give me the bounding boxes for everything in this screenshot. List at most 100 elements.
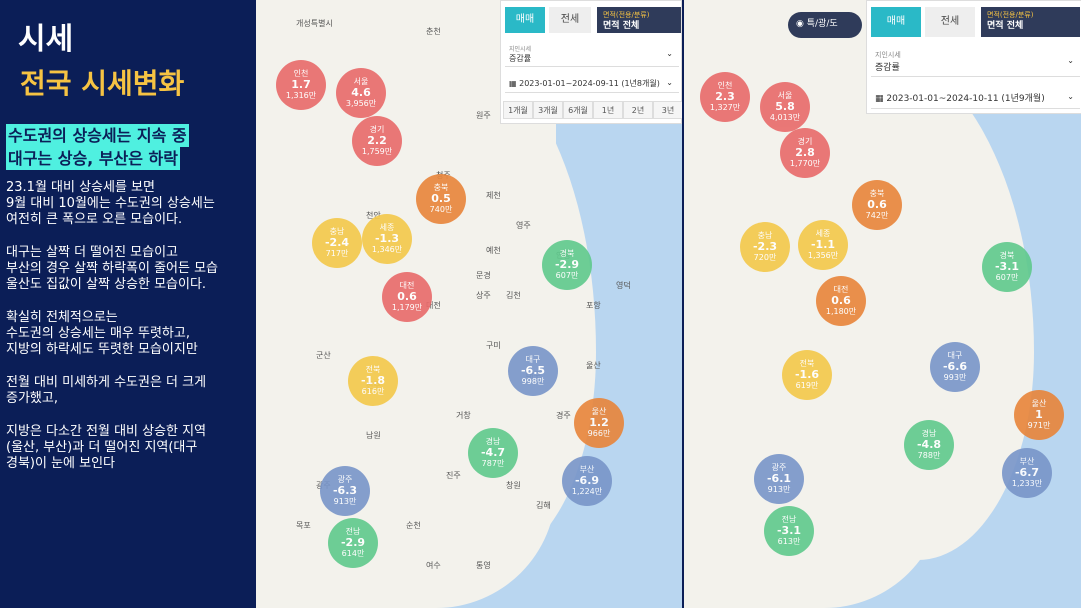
region-bubble-m1-6[interactable]: 대전 0.6 1,179만 bbox=[382, 272, 432, 322]
region-name: 울산 bbox=[1031, 399, 1047, 408]
highlight-line-2: 대구는 상승, 부산은 하락 bbox=[6, 147, 180, 170]
region-change-value: -1.6 bbox=[794, 368, 820, 381]
region-price: 3,956만 bbox=[345, 99, 377, 108]
date-range-select[interactable]: ▦ 2023-01-01~2024-10-11 (1년9개월) ⌄ bbox=[871, 85, 1080, 109]
region-bubble-m2-14[interactable]: 전남 -3.1 613만 bbox=[764, 506, 814, 556]
region-bubble-m1-11[interactable]: 경남 -4.7 787만 bbox=[468, 428, 518, 478]
region-change-value: -1.3 bbox=[374, 232, 400, 245]
region-bubble-m1-1[interactable]: 서울 4.6 3,956만 bbox=[336, 68, 386, 118]
region-name: 전북 bbox=[365, 365, 381, 374]
place-label: 개성특별시 bbox=[296, 19, 333, 28]
map-screenshot-1[interactable]: 개성특별시춘천강릉원주제천청주천안대전상주구미대구경주울산포항안동영주예천문경거… bbox=[256, 0, 682, 608]
region-change-value: -4.8 bbox=[916, 438, 942, 451]
region-price: 613만 bbox=[777, 537, 801, 546]
region-bubble-m2-5[interactable]: 세종 -1.1 1,356만 bbox=[798, 220, 848, 270]
area-dropdown-caption: 면적(전용/분류) bbox=[603, 11, 650, 19]
index-select-caption: 지인시세 bbox=[875, 51, 901, 59]
region-name: 부산 bbox=[1019, 457, 1035, 466]
period-button[interactable]: 3개월 bbox=[533, 101, 563, 119]
region-price: 607만 bbox=[995, 273, 1019, 282]
place-label: 김천 bbox=[506, 291, 521, 300]
period-button[interactable]: 1년 bbox=[593, 101, 623, 119]
area-dropdown[interactable]: 면적(전용/분류) 면적 전체 bbox=[981, 7, 1080, 37]
region-bubble-m1-0[interactable]: 인천 1.7 1,316만 bbox=[276, 60, 326, 110]
tab-rent[interactable]: 전세 bbox=[925, 7, 975, 37]
region-name: 대구 bbox=[947, 351, 963, 360]
region-bubble-m2-10[interactable]: 울산 1 971만 bbox=[1014, 390, 1064, 440]
map-pin-icon: ◉ bbox=[796, 19, 804, 29]
place-label: 군산 bbox=[316, 351, 331, 360]
paragraph: 확실히 전체적으로는 수도권의 상승세는 매우 뚜렷하고, 지방의 하락세도 뚜… bbox=[6, 310, 198, 357]
region-bubble-m2-12[interactable]: 부산 -6.7 1,233만 bbox=[1002, 448, 1052, 498]
region-bubble-m1-3[interactable]: 충북 0.5 740만 bbox=[416, 174, 466, 224]
region-bubble-m2-2[interactable]: 경기 2.8 1,770만 bbox=[780, 128, 830, 178]
region-price: 1,356만 bbox=[807, 251, 839, 260]
period-button[interactable]: 2년 bbox=[623, 101, 653, 119]
region-bubble-m2-8[interactable]: 전북 -1.6 619만 bbox=[782, 350, 832, 400]
region-selector[interactable]: ◉ 특/광/도 bbox=[788, 12, 862, 38]
region-bubble-m1-13[interactable]: 광주 -6.3 913만 bbox=[320, 466, 370, 516]
region-bubble-m2-9[interactable]: 대구 -6.6 993만 bbox=[930, 342, 980, 392]
tab-rent[interactable]: 전세 bbox=[549, 7, 591, 33]
region-price: 717만 bbox=[325, 249, 349, 258]
region-change-value: 2.8 bbox=[795, 146, 815, 159]
region-name: 대전 bbox=[399, 281, 415, 290]
region-bubble-m1-10[interactable]: 울산 1.2 966만 bbox=[574, 398, 624, 448]
region-bubble-m2-11[interactable]: 경남 -4.8 788만 bbox=[904, 420, 954, 470]
region-bubble-m1-7[interactable]: 경북 -2.9 607만 bbox=[542, 240, 592, 290]
region-name: 광주 bbox=[771, 463, 787, 472]
region-bubble-m2-13[interactable]: 광주 -6.1 913만 bbox=[754, 454, 804, 504]
place-label: 영주 bbox=[516, 221, 531, 230]
region-bubble-m1-9[interactable]: 대구 -6.5 998만 bbox=[508, 346, 558, 396]
place-label: 원주 bbox=[476, 111, 491, 120]
region-bubble-m1-2[interactable]: 경기 2.2 1,759만 bbox=[352, 116, 402, 166]
place-label: 창원 bbox=[506, 481, 521, 490]
filter-panel: 매매 전세 면적(전용/분류) 면적 전체 지인시세 증감률 ⌄ ▦ 2023-… bbox=[500, 0, 682, 124]
date-range-select[interactable]: ▦ 2023-01-01~2024-09-11 (1년8개월) ⌄ bbox=[505, 73, 679, 93]
chevron-down-icon: ⌄ bbox=[666, 78, 673, 87]
period-buttons: 1개월 3개월 6개월 1년 2년 3년 bbox=[503, 101, 682, 119]
region-price: 971만 bbox=[1027, 421, 1051, 430]
region-bubble-m1-12[interactable]: 부산 -6.9 1,224만 bbox=[562, 456, 612, 506]
region-name: 충북 bbox=[869, 189, 885, 198]
region-bubble-m1-8[interactable]: 전북 -1.8 616만 bbox=[348, 356, 398, 406]
region-name: 세종 bbox=[815, 229, 831, 238]
region-change-value: -2.3 bbox=[752, 240, 778, 253]
region-name: 대전 bbox=[833, 285, 849, 294]
index-select[interactable]: 지인시세 증감률 ⌄ bbox=[871, 45, 1080, 77]
place-label: 예천 bbox=[486, 246, 501, 255]
place-label: 상주 bbox=[476, 291, 491, 300]
region-bubble-m1-4[interactable]: 충남 -2.4 717만 bbox=[312, 218, 362, 268]
area-dropdown[interactable]: 면적(전용/분류) 면적 전체 bbox=[597, 7, 681, 33]
region-bubble-m1-14[interactable]: 전남 -2.9 614만 bbox=[328, 518, 378, 568]
region-bubble-m2-6[interactable]: 대전 0.6 1,180만 bbox=[816, 276, 866, 326]
area-dropdown-value: 면적 전체 bbox=[603, 21, 640, 31]
region-bubble-m2-1[interactable]: 서울 5.8 4,013만 bbox=[760, 82, 810, 132]
region-price: 607만 bbox=[555, 271, 579, 280]
period-button[interactable]: 1개월 bbox=[503, 101, 533, 119]
region-price: 720만 bbox=[753, 253, 777, 262]
region-bubble-m2-4[interactable]: 충남 -2.3 720만 bbox=[740, 222, 790, 272]
region-change-value: 2.2 bbox=[367, 134, 387, 147]
region-price: 1,224만 bbox=[571, 487, 603, 496]
calendar-icon: ▦ bbox=[875, 94, 884, 104]
paragraph: 23.1월 대비 상승세를 보면 9월 대비 10월에는 수도권의 상승세는 여… bbox=[6, 180, 215, 227]
region-name: 경기 bbox=[797, 137, 813, 146]
area-dropdown-value: 면적 전체 bbox=[987, 21, 1024, 31]
region-change-value: -2.4 bbox=[324, 236, 350, 249]
period-button[interactable]: 6개월 bbox=[563, 101, 593, 119]
region-change-value: -6.6 bbox=[942, 360, 968, 373]
region-bubble-m2-3[interactable]: 충북 0.6 742만 bbox=[852, 180, 902, 230]
region-price: 616만 bbox=[361, 387, 385, 396]
region-price: 742만 bbox=[865, 211, 889, 220]
region-bubble-m2-0[interactable]: 인천 2.3 1,327만 bbox=[700, 72, 750, 122]
index-select[interactable]: 지인시세 증감률 ⌄ bbox=[505, 41, 679, 67]
region-bubble-m2-7[interactable]: 경북 -3.1 607만 bbox=[982, 242, 1032, 292]
region-change-value: 0.5 bbox=[431, 192, 451, 205]
paragraph: 대구는 살짝 더 떨어진 모습이고 부산의 경우 살짝 하락폭이 줄어든 모습 … bbox=[6, 245, 219, 292]
tab-sale[interactable]: 매매 bbox=[505, 7, 545, 33]
tab-sale[interactable]: 매매 bbox=[871, 7, 921, 37]
period-button[interactable]: 3년 bbox=[653, 101, 682, 119]
region-bubble-m1-5[interactable]: 세종 -1.3 1,346만 bbox=[362, 214, 412, 264]
